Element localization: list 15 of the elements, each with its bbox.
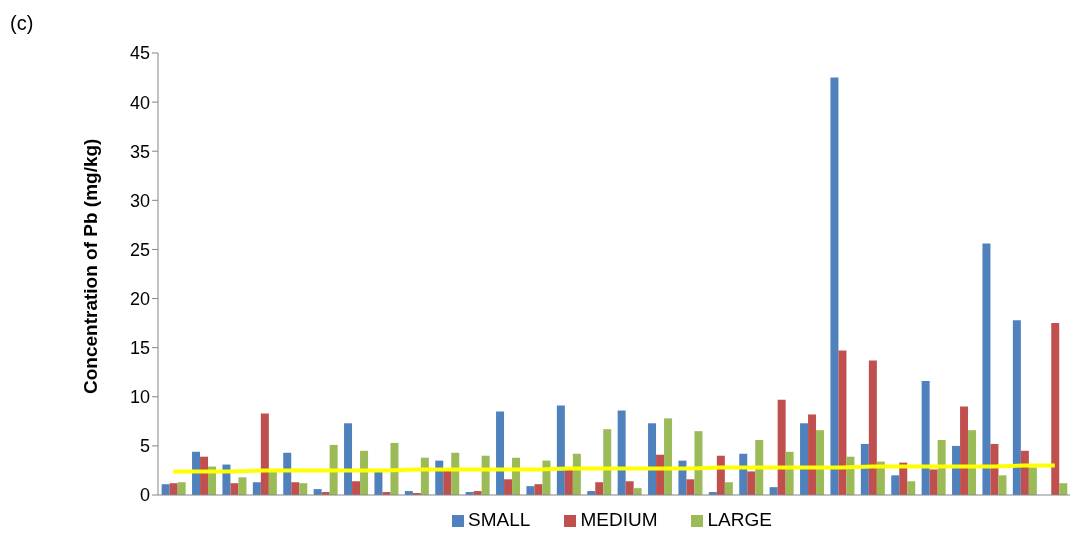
y-axis-title: Concentration of Pb (mg/kg) [79, 138, 101, 394]
chart-title: (c) [10, 12, 34, 35]
y-tick-label: 30 [129, 190, 150, 211]
legend-label: LARGE [707, 509, 772, 530]
y-tick-label: 5 [139, 436, 150, 457]
legend-label: MEDIUM [580, 509, 658, 530]
y-tick-label: 10 [129, 387, 150, 408]
y-tick-label: 0 [139, 485, 150, 506]
y-tick-label: 40 [129, 92, 150, 113]
y-tick-label: 15 [129, 338, 150, 359]
y-tick-label: 35 [129, 141, 150, 162]
y-tick-label: 45 [129, 43, 150, 64]
legend-label: SMALL [468, 509, 531, 530]
y-tick-label: 20 [129, 288, 150, 309]
y-tick-label: 25 [129, 239, 150, 260]
